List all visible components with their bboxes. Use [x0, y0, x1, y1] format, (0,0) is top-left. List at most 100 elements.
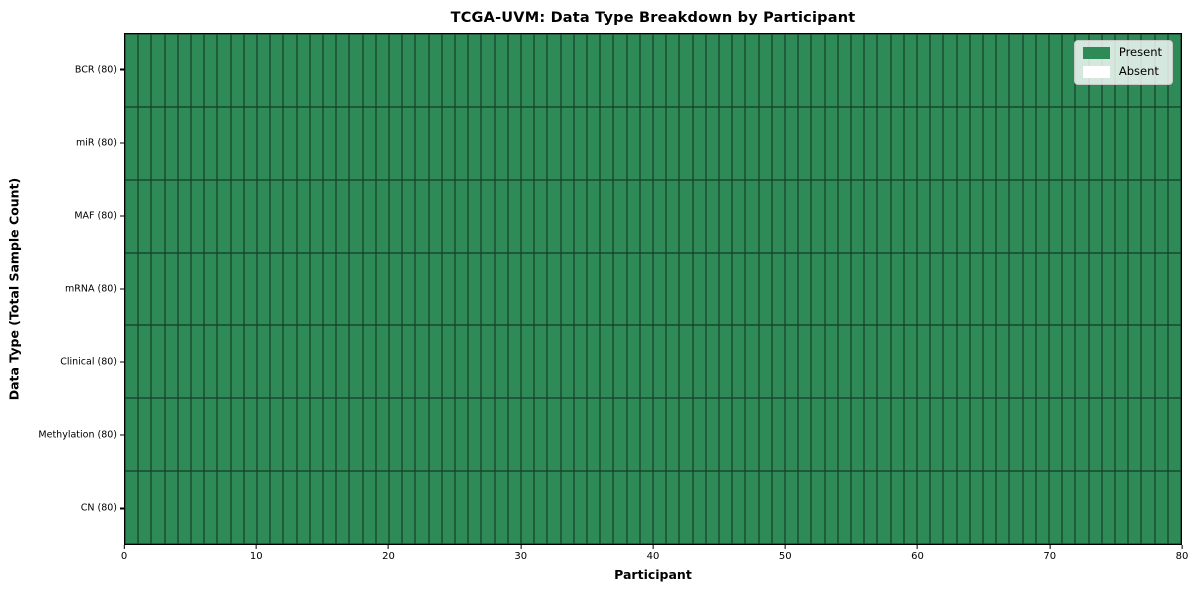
heatmap-cell	[573, 252, 587, 326]
heatmap-cell	[1128, 325, 1142, 399]
heatmap-cell	[560, 106, 574, 180]
heatmap-cell	[481, 34, 495, 107]
heatmap-cell	[415, 34, 429, 107]
heatmap-cell	[388, 471, 403, 544]
heatmap-cell	[415, 106, 429, 180]
heatmap-cell	[1101, 398, 1115, 472]
heatmap-cell	[349, 34, 363, 107]
heatmap-cell	[850, 179, 865, 253]
heatmap-cell	[415, 252, 429, 326]
heatmap-cell	[138, 398, 152, 472]
heatmap-cell	[349, 179, 363, 253]
heatmap-cell	[824, 471, 838, 544]
y-tick-label: BCR (80)	[74, 64, 117, 76]
heatmap-cell	[362, 34, 376, 107]
heatmap-cell	[916, 325, 931, 399]
heatmap-cell	[679, 106, 693, 180]
heatmap-cell	[520, 471, 535, 544]
y-tick-mark	[120, 215, 124, 217]
heatmap-cell	[1141, 398, 1155, 472]
heatmap-cell	[1062, 34, 1076, 107]
y-tick-label: MAF (80)	[74, 210, 117, 222]
heatmap-cell	[837, 471, 851, 544]
heatmap-cell	[309, 398, 323, 472]
heatmap-cell	[732, 471, 746, 544]
heatmap-cell	[903, 252, 917, 326]
heatmap-cell	[877, 398, 891, 472]
heatmap-cell	[507, 179, 521, 253]
heatmap-cell	[586, 325, 601, 399]
x-tick-80: 80	[1176, 545, 1188, 562]
heatmap-cell	[824, 325, 838, 399]
legend-swatch	[1082, 66, 1110, 78]
heatmap-cell	[837, 106, 851, 180]
heatmap-cell	[613, 179, 627, 253]
heatmap-cell	[243, 398, 257, 472]
heatmap-cell	[1048, 398, 1063, 472]
heatmap-cell	[217, 179, 231, 253]
heatmap-cell	[864, 106, 878, 180]
heatmap-cell	[692, 179, 706, 253]
heatmap-cell	[586, 179, 601, 253]
heatmap-cell	[494, 179, 508, 253]
x-tick-label: 60	[911, 551, 924, 562]
heatmap-cell	[151, 471, 165, 544]
heatmap-cell	[1167, 398, 1181, 472]
heatmap-cell	[1009, 325, 1023, 399]
heatmap-cell	[494, 471, 508, 544]
heatmap-cell	[177, 252, 191, 326]
heatmap-cell	[1141, 471, 1155, 544]
heatmap-cell	[1048, 34, 1063, 107]
x-tick-mark	[652, 545, 654, 549]
heatmap-cell	[943, 398, 957, 472]
heatmap-cell	[1167, 106, 1181, 180]
heatmap-cell	[718, 471, 733, 544]
heatmap-cell	[890, 325, 904, 399]
heatmap-cell	[402, 106, 416, 180]
heatmap-cell	[547, 179, 561, 253]
heatmap-cell	[560, 471, 574, 544]
heatmap-cell	[428, 34, 442, 107]
y-tick-mark	[120, 142, 124, 144]
heatmap-cell	[745, 471, 759, 544]
legend-item-absent: Absent	[1082, 66, 1162, 78]
heatmap-cell	[1048, 252, 1063, 326]
legend: Present Absent	[1073, 40, 1173, 85]
heatmap-cell	[613, 34, 627, 107]
heatmap-cell	[903, 325, 917, 399]
heatmap-cell	[666, 252, 680, 326]
heatmap-cell	[877, 325, 891, 399]
heatmap-cell	[204, 471, 218, 544]
y-tick-label: mRNA (80)	[65, 283, 117, 295]
heatmap-cell	[507, 471, 521, 544]
heatmap-cell	[481, 106, 495, 180]
heatmap-cell	[230, 252, 244, 326]
heatmap-cell	[362, 471, 376, 544]
legend-item-present: Present	[1082, 47, 1162, 59]
heatmap-cell	[494, 325, 508, 399]
heatmap-cell	[468, 106, 482, 180]
heatmap-cell	[996, 325, 1010, 399]
heatmap-cell	[283, 34, 297, 107]
heatmap-cell	[349, 471, 363, 544]
heatmap-cell	[903, 34, 917, 107]
heatmap-cell	[573, 398, 587, 472]
heatmap-cell	[217, 471, 231, 544]
heatmap-cell	[1035, 106, 1049, 180]
heatmap-cell	[217, 106, 231, 180]
heatmap-cell	[877, 471, 891, 544]
heatmap-cell	[718, 398, 733, 472]
heatmap-cell	[930, 34, 944, 107]
heatmap-cell	[956, 325, 970, 399]
heatmap-cell	[534, 106, 548, 180]
x-tick-mark	[387, 545, 390, 549]
plot-area: Present Absent	[124, 33, 1182, 545]
heatmap-cell	[573, 34, 587, 107]
y-tick-mark	[120, 288, 124, 290]
heatmap-cell	[204, 252, 218, 326]
heatmap-cell	[864, 34, 878, 107]
heatmap-cell	[428, 106, 442, 180]
heatmap-cell	[151, 398, 165, 472]
heatmap-cell	[428, 179, 442, 253]
heatmap-cell	[956, 179, 970, 253]
